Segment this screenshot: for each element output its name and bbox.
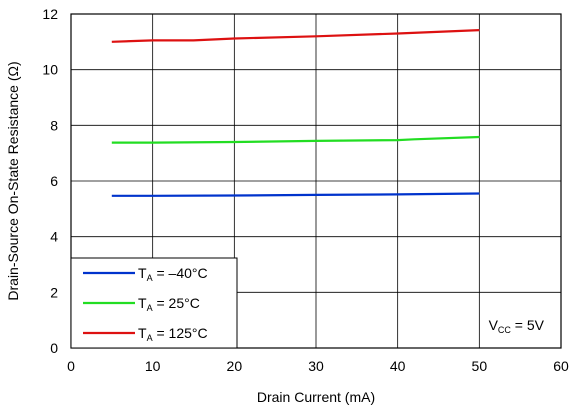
x-tick-label: 50 xyxy=(472,358,488,374)
vcc-rest: = 5V xyxy=(511,317,545,333)
legend: TA = –40°CTA = 25°CTA = 125°C xyxy=(70,257,238,349)
legend-label-2: TA = 25°C xyxy=(138,295,200,313)
x-tick-label: 60 xyxy=(553,358,569,374)
y-tick-label: 2 xyxy=(50,284,58,300)
y-tick-label: 0 xyxy=(50,340,58,356)
x-tick-label: 40 xyxy=(390,358,406,374)
legend-label-sub: A xyxy=(147,333,153,343)
y-tick-label: 4 xyxy=(50,229,58,245)
vcc-sub: CC xyxy=(498,325,511,335)
legend-label-sub: A xyxy=(147,303,153,313)
legend-label-main: T xyxy=(138,265,147,281)
legend-label-rest: = –40°C xyxy=(153,265,208,281)
vcc-main: V xyxy=(489,317,499,333)
legend-label-main: T xyxy=(138,325,147,341)
x-tick-label: 20 xyxy=(227,358,243,374)
y-axis-title: Drain-Source On-State Resistance (Ω) xyxy=(5,61,21,300)
series-line-1 xyxy=(111,192,480,197)
x-axis-title: Drain Current (mA) xyxy=(257,389,375,405)
x-tick-label: 30 xyxy=(308,358,324,374)
y-tick-labels: 0 2 4 6 8 10 12 xyxy=(42,6,58,356)
legend-label-sub: A xyxy=(147,273,153,283)
vcc-annotation: VCC = 5V xyxy=(489,317,545,335)
y-tick-label: 8 xyxy=(50,117,58,133)
x-tick-label: 0 xyxy=(67,358,75,374)
series-layer xyxy=(111,29,480,197)
legend-label-rest: = 25°C xyxy=(153,295,200,311)
legend-label-rest: = 125°C xyxy=(153,325,208,341)
legend-label-3: TA = 125°C xyxy=(138,325,208,343)
x-tick-labels: 0 10 20 30 40 50 60 xyxy=(67,358,569,374)
y-tick-label: 6 xyxy=(50,173,58,189)
y-tick-label: 12 xyxy=(42,6,58,22)
plot-frame xyxy=(70,13,562,349)
series-line-2 xyxy=(111,135,480,144)
x-tick-label: 10 xyxy=(145,358,161,374)
y-tick-label: 10 xyxy=(42,62,58,78)
legend-label-main: T xyxy=(138,295,147,311)
series-line-3 xyxy=(111,29,480,43)
legend-label-1: TA = –40°C xyxy=(138,265,208,283)
